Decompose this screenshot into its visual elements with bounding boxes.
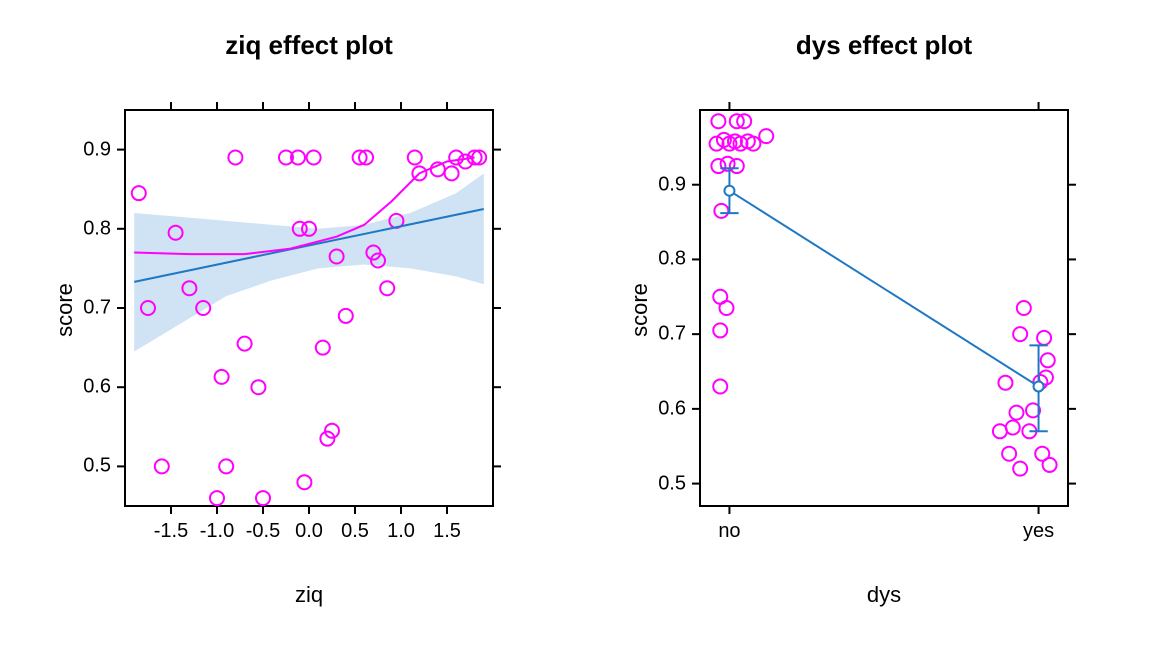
right-plot-svg bbox=[660, 70, 1108, 546]
tick-label: 0.9 bbox=[83, 138, 111, 161]
tick-label: 0.7 bbox=[658, 323, 686, 346]
tick-label: -1.5 bbox=[154, 520, 188, 543]
tick-label: 0.8 bbox=[83, 217, 111, 240]
tick-label: 0.6 bbox=[83, 376, 111, 399]
left-xlabel-text: ziq bbox=[295, 582, 323, 607]
right-xlabel-text: dys bbox=[867, 582, 901, 607]
left-ylabel: score bbox=[52, 120, 78, 500]
tick-label: 0.0 bbox=[295, 520, 323, 543]
tick-label: -0.5 bbox=[246, 520, 280, 543]
left-plot-svg bbox=[85, 70, 533, 546]
tick-label: yes bbox=[1023, 520, 1054, 543]
tick-label: 0.8 bbox=[658, 248, 686, 271]
tick-label: 0.5 bbox=[83, 455, 111, 478]
tick-label: 0.6 bbox=[658, 397, 686, 420]
right-ylabel-text: score bbox=[627, 283, 652, 337]
right-title-text: dys effect plot bbox=[796, 30, 972, 60]
left-title-text: ziq effect plot bbox=[225, 30, 393, 60]
tick-label: -1.0 bbox=[200, 520, 234, 543]
tick-label: 1.5 bbox=[433, 520, 461, 543]
tick-label: 0.5 bbox=[658, 472, 686, 495]
tick-label: 0.7 bbox=[83, 297, 111, 320]
right-xlabel: dys bbox=[700, 582, 1068, 608]
right-panel-title: dys effect plot bbox=[700, 30, 1068, 61]
left-ylabel-text: score bbox=[52, 283, 77, 337]
tick-label: 0.5 bbox=[341, 520, 369, 543]
left-panel-title: ziq effect plot bbox=[125, 30, 493, 61]
left-xlabel: ziq bbox=[125, 582, 493, 608]
tick-label: no bbox=[718, 520, 740, 543]
tick-label: 1.0 bbox=[387, 520, 415, 543]
chart-canvas: { "layout": { "width": 1152, "height": 6… bbox=[0, 0, 1152, 672]
right-ylabel: score bbox=[627, 120, 653, 500]
tick-label: 0.9 bbox=[658, 173, 686, 196]
